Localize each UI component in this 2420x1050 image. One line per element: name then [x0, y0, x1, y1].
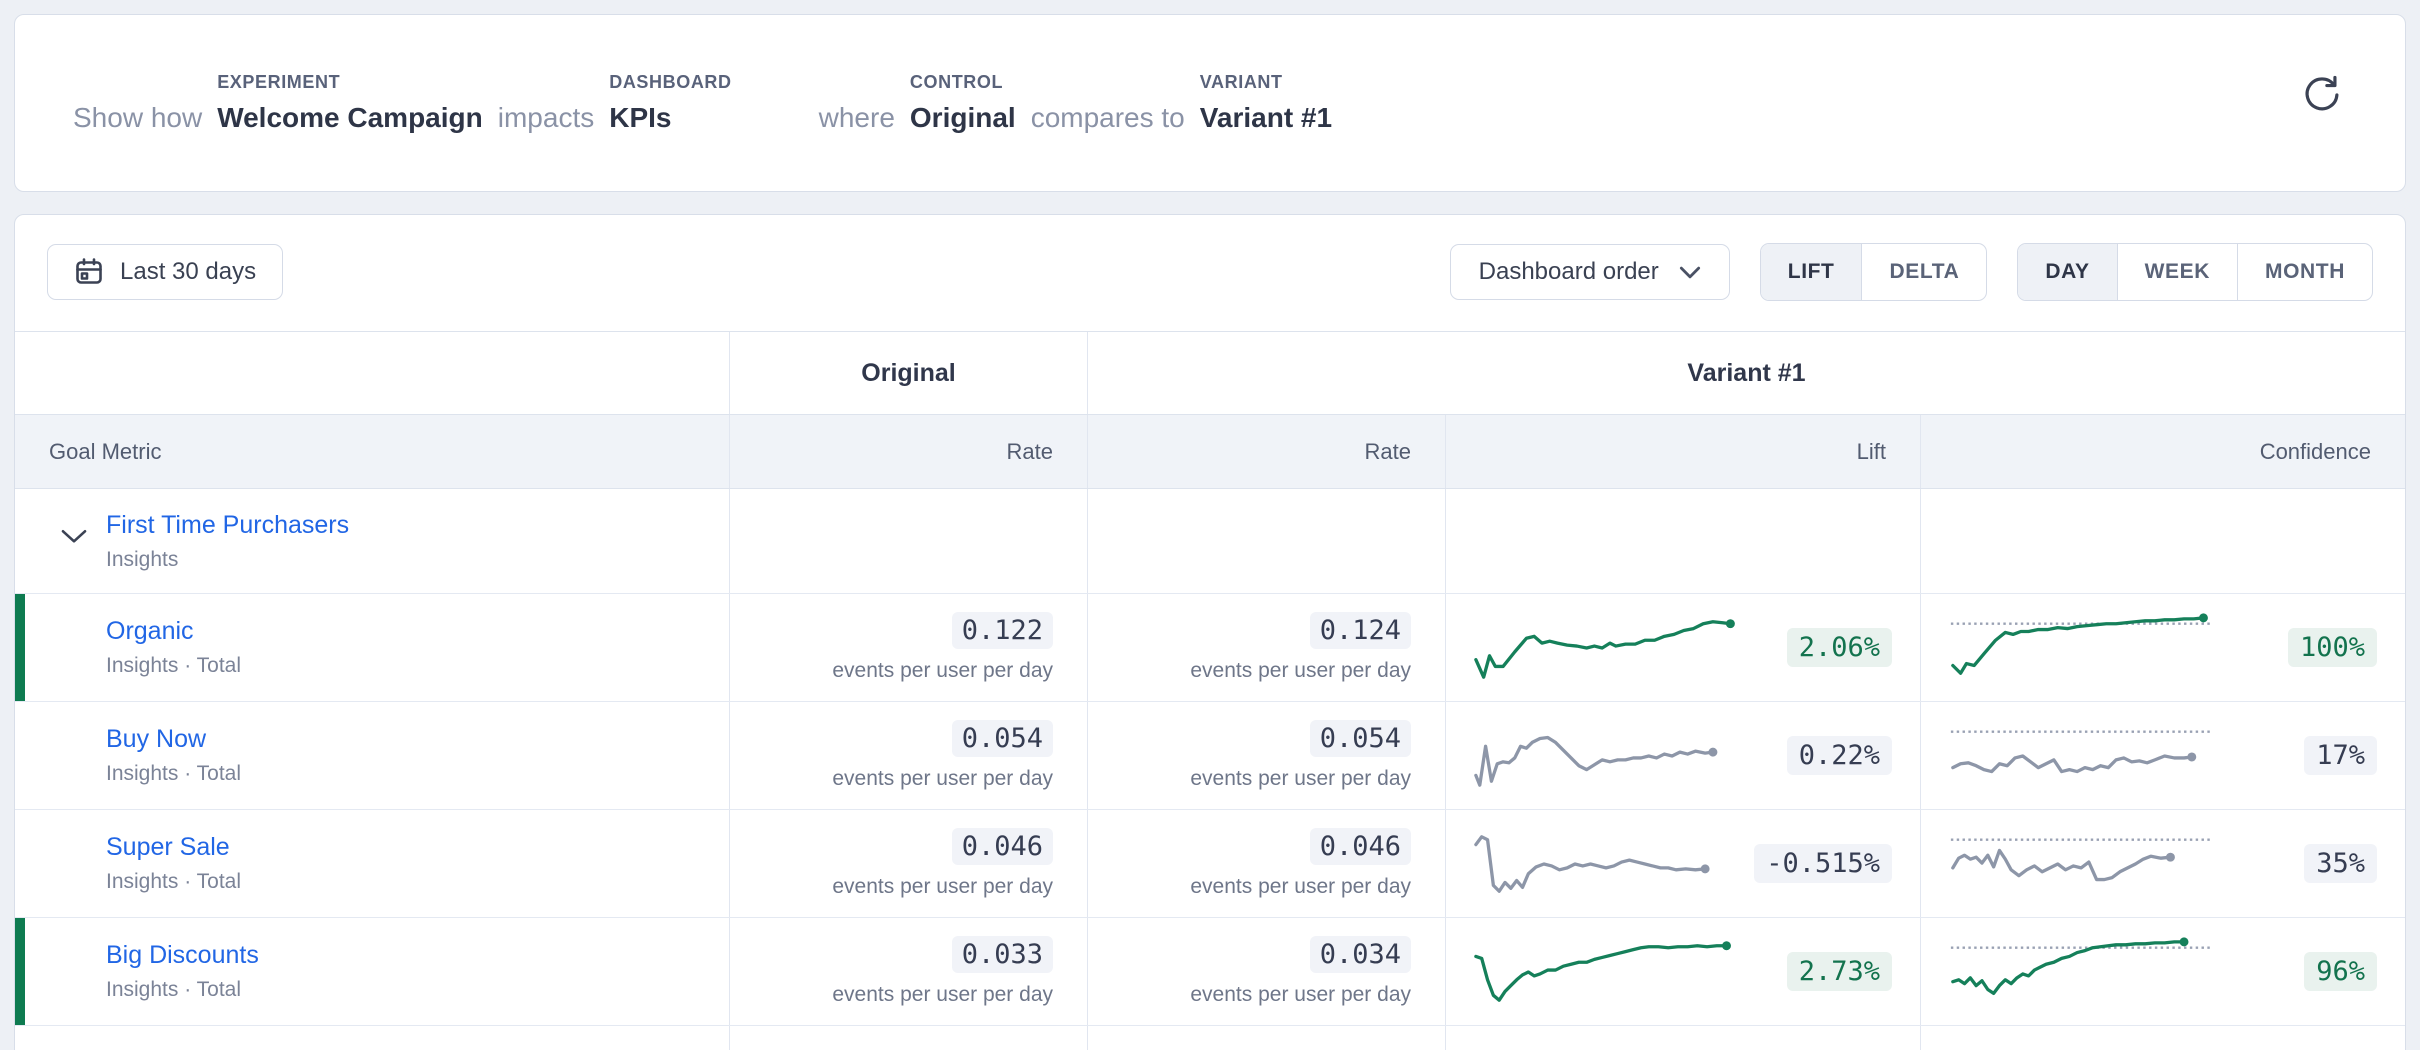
chevron-down-icon: [61, 529, 87, 543]
metric-link[interactable]: Big Discounts: [106, 941, 259, 969]
control-label: CONTROL: [909, 71, 1004, 92]
lift-sparkline: [1474, 735, 1718, 787]
variant-label: VARIANT: [1199, 71, 1283, 92]
dashboard-order-label: Dashboard order: [1478, 258, 1659, 285]
confidence-sparkline: [1950, 936, 2214, 995]
variant-rate-value: 0.046: [1309, 828, 1411, 865]
refresh-icon: [2305, 75, 2339, 111]
report-toolbar: Last 30 days Dashboard order LIFT DELTA …: [15, 215, 2405, 331]
toggle-option-week[interactable]: WEEK: [2116, 244, 2237, 300]
confidence-sparkline: [1950, 730, 2214, 773]
table-row-buy-now: Buy Now Insights · Total 0.054 events pe…: [15, 702, 2405, 810]
lift-value: -0.515%: [1754, 844, 1892, 883]
group-title-link[interactable]: First Time Purchasers: [106, 510, 350, 539]
metric-link[interactable]: Buy Now: [106, 725, 207, 753]
date-range-button[interactable]: Last 30 days: [47, 244, 284, 300]
dashboard-value[interactable]: KPIs: [609, 101, 672, 133]
sentence-word: impacts: [497, 101, 595, 133]
lift-sparkline: [1474, 618, 1735, 679]
control-rate-value: 0.033: [951, 936, 1053, 973]
variant-rate-value: 0.034: [1309, 936, 1411, 973]
toolbar-controls: Dashboard order LIFT DELTA DAY WEEK MONT…: [1449, 243, 2373, 301]
metric-link[interactable]: Super Sale: [106, 833, 230, 861]
confidence-value: 100%: [2287, 628, 2377, 667]
rate-unit: events per user per day: [832, 875, 1053, 898]
lift-value: 0.22%: [1786, 736, 1892, 775]
lift-sparkline: [1474, 834, 1710, 893]
metric-subtitle: Insights · Total: [106, 978, 242, 1001]
control-column-header: Original: [729, 332, 1087, 414]
confidence-value: 35%: [2304, 844, 2377, 883]
calendar-icon: [76, 258, 102, 284]
sentence-word: Show how: [73, 101, 203, 133]
table-row-big-discounts: Big Discounts Insights · Total 0.033 eve…: [15, 918, 2405, 1026]
date-range-label: Last 30 days: [120, 258, 257, 285]
toggle-option-month[interactable]: MONTH: [2237, 244, 2372, 300]
variant-rate-value: 0.124: [1309, 612, 1411, 649]
metric-subtitle: Insights · Total: [106, 654, 242, 677]
experiment-selector[interactable]: EXPERIMENT Welcome Campaign: [217, 72, 483, 134]
toggle-option-lift[interactable]: LIFT: [1760, 244, 1862, 300]
rate-header-control: Rate: [729, 415, 1087, 488]
control-selector[interactable]: CONTROL Original: [910, 72, 1016, 134]
variant-column-header: Variant #1: [1087, 332, 2405, 414]
sentence-word: compares to: [1030, 101, 1185, 133]
rate-unit: events per user per day: [832, 983, 1053, 1006]
rate-unit: events per user per day: [1190, 875, 1411, 898]
control-value[interactable]: Original: [909, 101, 1016, 133]
rate-unit: events per user per day: [832, 767, 1053, 790]
variant-rate-value: 0.054: [1309, 720, 1411, 757]
collapse-group-button[interactable]: [57, 521, 91, 555]
rate-header-variant: Rate: [1087, 415, 1445, 488]
metric-subtitle: Insights · Total: [106, 870, 242, 893]
metric-group-row: First Time Purchasers Insights: [15, 489, 2405, 594]
control-rate-value: 0.046: [951, 828, 1053, 865]
significance-bar: [15, 918, 25, 1025]
toggle-option-delta[interactable]: DELTA: [1861, 244, 1986, 300]
lift-value: 2.06%: [1786, 628, 1892, 667]
experiment-value[interactable]: Welcome Campaign: [217, 101, 483, 133]
goal-metric-header: Goal Metric: [49, 438, 162, 464]
lift-header: Lift: [1445, 415, 1920, 488]
dashboard-label: DASHBOARD: [609, 71, 732, 92]
lift-delta-toggle: LIFT DELTA: [1759, 243, 1988, 301]
toggle-option-day[interactable]: DAY: [2018, 244, 2117, 300]
variant-value[interactable]: Variant #1: [1199, 101, 1333, 133]
lift-value: 2.73%: [1786, 952, 1892, 991]
granularity-toggle: DAY WEEK MONTH: [2017, 243, 2373, 301]
significance-bar: [15, 594, 25, 701]
metrics-table: Original Variant #1 Goal Metric Rate Rat…: [15, 331, 2405, 1050]
refresh-button[interactable]: [2299, 71, 2343, 115]
chevron-down-icon: [1679, 266, 1700, 278]
table-row-organic: Organic Insights · Total 0.122 events pe…: [15, 594, 2405, 702]
column-header-row: Goal Metric Rate Rate Lift Confidence: [15, 415, 2405, 489]
confidence-value: 96%: [2304, 952, 2377, 991]
rate-unit: events per user per day: [1190, 767, 1411, 790]
experiment-header-panel: Show how EXPERIMENT Welcome Campaign imp…: [14, 14, 2406, 192]
dashboard-selector[interactable]: DASHBOARD KPIs: [609, 72, 731, 134]
metric-subtitle: Insights · Total: [106, 762, 242, 785]
confidence-sparkline: [1950, 838, 2214, 881]
experiment-label: EXPERIMENT: [217, 71, 341, 92]
dashboard-order-dropdown[interactable]: Dashboard order: [1449, 244, 1730, 300]
confidence-sparkline: [1950, 612, 2214, 675]
confidence-header: Confidence: [1920, 415, 2405, 488]
group-subtitle: Insights: [106, 547, 179, 571]
rate-unit: events per user per day: [1190, 983, 1411, 1006]
sentence-word: where: [818, 101, 895, 133]
table-row-partial: [15, 1026, 2405, 1050]
experiment-sentence: Show how EXPERIMENT Welcome Campaign imp…: [73, 72, 1347, 134]
lift-sparkline: [1474, 940, 1731, 1002]
rate-unit: events per user per day: [1190, 659, 1411, 682]
rate-unit: events per user per day: [832, 659, 1053, 682]
confidence-value: 17%: [2304, 736, 2377, 775]
report-panel: Last 30 days Dashboard order LIFT DELTA …: [14, 214, 2406, 1050]
metric-link[interactable]: Organic: [106, 617, 194, 645]
variant-selector[interactable]: VARIANT Variant #1: [1200, 72, 1332, 134]
control-rate-value: 0.054: [951, 720, 1053, 757]
spacer-cell: [15, 332, 729, 414]
table-row-super-sale: Super Sale Insights · Total 0.046 events…: [15, 810, 2405, 918]
variant-header-row: Original Variant #1: [15, 331, 2405, 415]
control-rate-value: 0.122: [951, 612, 1053, 649]
